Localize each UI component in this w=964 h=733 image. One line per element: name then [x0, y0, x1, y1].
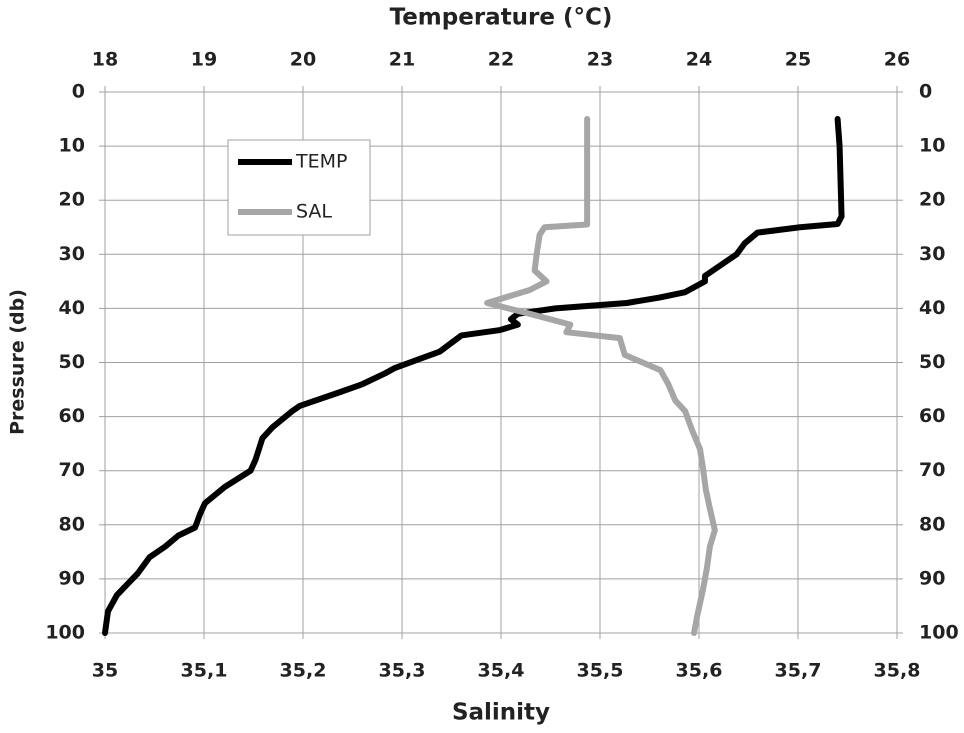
x-tick-label: 35,8	[874, 660, 921, 682]
y2-tick-label: 20	[919, 189, 945, 211]
y2-tick-label: 10	[919, 135, 945, 157]
y-tick-label: 30	[59, 243, 85, 265]
x2-tick-label: 19	[191, 49, 217, 71]
y-tick-label: 80	[59, 513, 85, 535]
x-tick-label: 35,6	[676, 660, 723, 682]
x-axis-title: Salinity	[452, 700, 550, 726]
plot-border	[104, 91, 898, 634]
x2-tick-label: 18	[92, 49, 118, 71]
y2-tick-label: 30	[919, 243, 945, 265]
legend-label: TEMP	[295, 151, 347, 173]
y-tick-label: 40	[59, 297, 85, 319]
x2-tick-label: 23	[587, 49, 613, 71]
x2-tick-label: 24	[686, 49, 712, 71]
x-tick-label: 35,4	[478, 660, 525, 682]
x-tick-label: 35	[92, 660, 118, 682]
y2-tick-label: 100	[919, 622, 959, 644]
y-tick-label: 0	[72, 81, 85, 103]
y2-tick-label: 90	[919, 567, 945, 589]
x2-tick-label: 22	[488, 49, 514, 71]
legend-label: SAL	[296, 201, 332, 223]
y-tick-label: 50	[59, 351, 85, 373]
y-tick-label: 70	[59, 459, 85, 481]
x-tick-label: 35,5	[577, 660, 624, 682]
y-tick-label: 10	[59, 135, 85, 157]
x2-tick-label: 21	[389, 49, 415, 71]
x-tick-label: 35,3	[379, 660, 426, 682]
y-tick-label: 100	[45, 622, 85, 644]
x2-axis-title: Temperature (°C)	[390, 5, 613, 31]
legend-box	[227, 139, 371, 236]
y2-tick-label: 40	[919, 297, 945, 319]
x2-tick-label: 20	[290, 49, 316, 71]
series-line	[102, 116, 845, 636]
y2-tick-label: 0	[919, 81, 932, 103]
x-tick-label: 35,1	[181, 660, 228, 682]
y2-tick-label: 80	[919, 513, 945, 535]
y-axis-title: Pressure (db)	[7, 289, 29, 435]
y-tick-label: 20	[59, 189, 85, 211]
series-line	[484, 116, 718, 636]
y-tick-label: 60	[59, 405, 85, 427]
x2-tick-label: 26	[884, 49, 910, 71]
y2-tick-label: 50	[919, 351, 945, 373]
x-tick-label: 35,2	[280, 660, 327, 682]
y2-tick-label: 60	[919, 405, 945, 427]
x2-tick-label: 25	[785, 49, 811, 71]
x-tick-label: 35,7	[775, 660, 822, 682]
y-tick-label: 90	[59, 567, 85, 589]
y2-tick-label: 70	[919, 459, 945, 481]
